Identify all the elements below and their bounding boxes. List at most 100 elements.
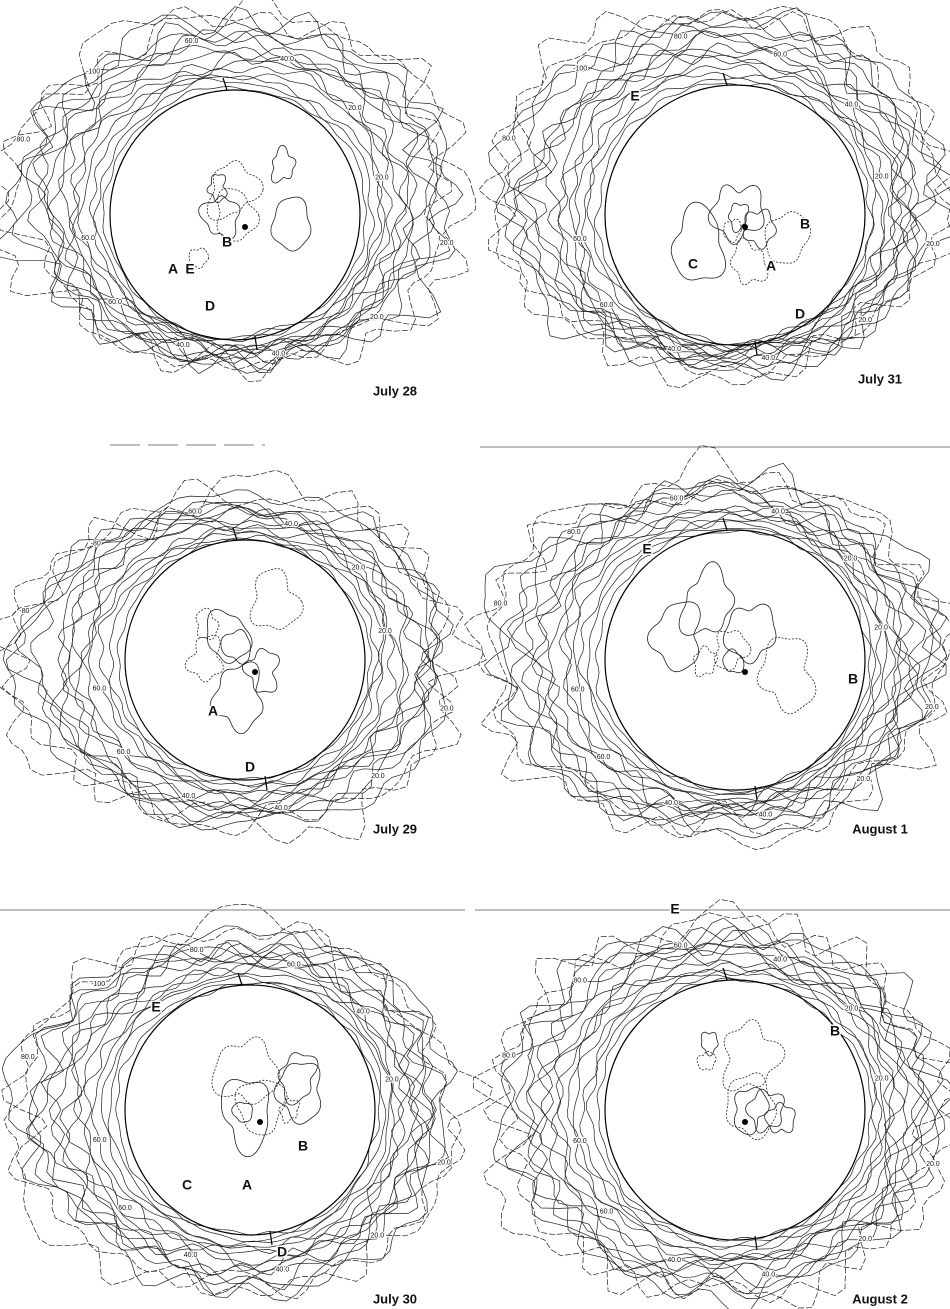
contour bbox=[484, 463, 947, 838]
solar-disk bbox=[605, 980, 865, 1240]
inner-contour bbox=[278, 1053, 318, 1106]
contour-label: 40.0 bbox=[356, 1009, 370, 1016]
inner-contour bbox=[185, 635, 223, 682]
contour-label: 60.0 bbox=[93, 1137, 107, 1144]
region-label: E bbox=[642, 541, 651, 557]
region-label: A bbox=[242, 1177, 252, 1193]
contour bbox=[17, 22, 463, 370]
inner-contour bbox=[693, 646, 717, 677]
solar-panel: 20.020.040.040.060.060.080.0-10060.040.0… bbox=[0, 0, 476, 398]
contour bbox=[89, 75, 382, 342]
contour-label: 20.0 bbox=[926, 1161, 940, 1168]
contour-label: 20.0 bbox=[874, 624, 888, 631]
inner-contour bbox=[235, 1080, 287, 1135]
contour-label: 40.0 bbox=[771, 509, 785, 516]
region-label: E bbox=[670, 901, 679, 917]
region-label: E bbox=[185, 261, 194, 277]
contour-label: 60.0 bbox=[117, 749, 131, 756]
contour bbox=[594, 83, 873, 345]
inner-contour bbox=[701, 1032, 718, 1056]
contour-label: 40.0 bbox=[667, 1257, 681, 1264]
disk-center bbox=[252, 669, 258, 675]
inner-contour bbox=[243, 648, 280, 692]
solar-disk bbox=[110, 90, 360, 340]
disk-center bbox=[742, 669, 748, 675]
inner-contour bbox=[648, 602, 701, 672]
contour bbox=[66, 952, 418, 1271]
contour bbox=[59, 53, 409, 364]
contour bbox=[587, 78, 876, 346]
inner-contour bbox=[723, 1020, 785, 1091]
inner-contour bbox=[679, 562, 735, 636]
inner-contour bbox=[697, 1051, 716, 1070]
contour-label: 40.0 bbox=[664, 800, 678, 807]
contour-label: 20.0 bbox=[378, 628, 392, 635]
inner-contour bbox=[730, 238, 767, 285]
contour-label: -100 bbox=[91, 981, 105, 988]
region-label: B bbox=[830, 1023, 840, 1039]
contour bbox=[93, 78, 375, 340]
contour-label: 40.0 bbox=[275, 1266, 289, 1273]
inner-contour bbox=[271, 145, 296, 183]
inner-contour bbox=[723, 604, 776, 664]
contour-label: 60.0 bbox=[670, 495, 684, 502]
contour-label: 20.0 bbox=[844, 556, 858, 563]
contour-label: 60.0 bbox=[185, 38, 199, 45]
inner-contour bbox=[221, 1079, 268, 1156]
contour bbox=[495, 6, 950, 377]
contour-label: 20.0 bbox=[925, 704, 939, 711]
contour-label: 20.0 bbox=[856, 776, 870, 783]
contour bbox=[597, 978, 872, 1241]
contour-label: 80.0 bbox=[21, 1054, 35, 1061]
contour bbox=[103, 86, 367, 339]
solar-panel: 20.020.040.040.060.060.080.0-10080.060.0… bbox=[2, 905, 493, 1307]
contour-label: 40.0 bbox=[284, 521, 298, 528]
contour-label: 20.0 bbox=[437, 1160, 451, 1167]
contour-label: 40.0 bbox=[667, 346, 681, 353]
contour-label: 60.0 bbox=[600, 1208, 614, 1215]
contour-label: 60.0 bbox=[188, 509, 202, 516]
region-label: B bbox=[848, 671, 858, 687]
contour-label: 40.0 bbox=[280, 56, 294, 63]
solar-disk bbox=[605, 530, 865, 790]
contour-label: 60.0 bbox=[600, 302, 614, 309]
contour bbox=[474, 913, 950, 1303]
contour bbox=[0, 7, 455, 374]
contour bbox=[98, 531, 383, 787]
contour-label: 40.0 bbox=[274, 805, 288, 812]
disk-center bbox=[742, 1119, 748, 1125]
contour bbox=[533, 493, 926, 811]
contour-label: 60.0 bbox=[573, 1138, 587, 1145]
contour-label: 40.0 bbox=[773, 957, 787, 964]
contour-label: 60.0 bbox=[108, 299, 122, 306]
inner-contour bbox=[207, 161, 263, 221]
contour-label: 80.0 bbox=[502, 1052, 516, 1059]
contour bbox=[504, 8, 950, 371]
contour bbox=[505, 18, 950, 381]
contour bbox=[479, 10, 950, 388]
region-label: D bbox=[277, 1244, 287, 1260]
contour-label: 20.0 bbox=[845, 1005, 859, 1012]
contour-label: 80.0 bbox=[573, 977, 587, 984]
region-label: B bbox=[800, 216, 810, 232]
contour-label: 80.0 bbox=[567, 529, 581, 536]
contour-label: 20.0 bbox=[375, 175, 389, 182]
contour bbox=[47, 48, 414, 358]
contour-label: 20.0 bbox=[370, 314, 384, 321]
contour bbox=[60, 953, 429, 1266]
contour-label: 20.0 bbox=[352, 564, 366, 571]
page: {"panels": [ {"date": "July 28", "region… bbox=[0, 0, 950, 1309]
contour bbox=[69, 518, 408, 809]
region-label: B bbox=[298, 1138, 308, 1154]
contour bbox=[582, 72, 885, 352]
contour bbox=[528, 943, 936, 1294]
contour-label: 20.0 bbox=[926, 241, 940, 248]
contour bbox=[49, 952, 422, 1275]
contour-label: 80.0 bbox=[190, 947, 204, 954]
contour-label: 20.0 bbox=[875, 174, 889, 181]
inner-contour bbox=[271, 197, 311, 251]
contour bbox=[578, 520, 882, 795]
contour-label: -80 bbox=[19, 608, 29, 615]
contour-label: 60.0 bbox=[773, 51, 787, 58]
contour bbox=[109, 535, 379, 786]
